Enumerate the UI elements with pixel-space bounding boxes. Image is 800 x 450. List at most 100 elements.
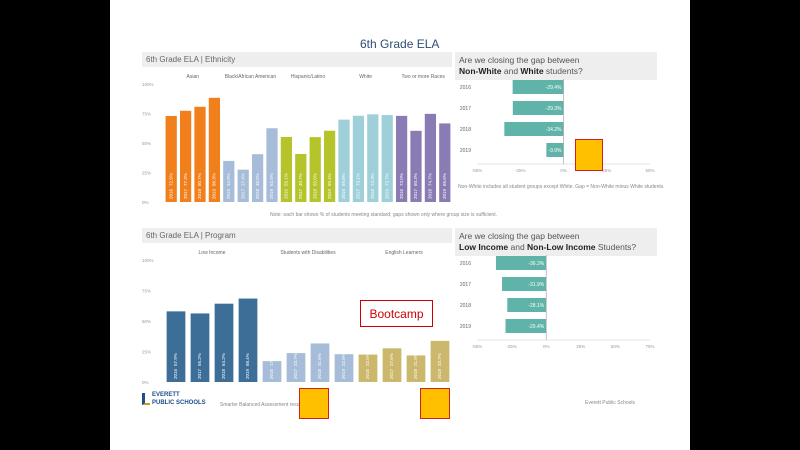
- ethnicity-gap-bar: [546, 143, 564, 157]
- ethnicity-bar: [208, 97, 221, 202]
- ethnicity-bar-year-label: 2018: [255, 188, 260, 199]
- program-group-label: Low Income: [199, 250, 226, 256]
- ethnicity-group-label: White: [359, 74, 372, 80]
- ethnicity-gap-x-tick-label: -25%: [515, 168, 526, 173]
- ethnicity-bar-value-label: 73.7%: [384, 173, 389, 186]
- ethnicity-bar-year-label: 2018: [197, 188, 202, 199]
- program-bar-year-label: 2017: [389, 368, 394, 379]
- ethnicity-bar-year-label: 2016: [168, 188, 173, 199]
- income-gap-bar-value-label: -31.9%: [528, 282, 544, 288]
- ethnicity-bar-value-label: 73.1%: [356, 173, 361, 186]
- ethnicity-y-tick-label: 25%: [142, 171, 151, 176]
- ethnicity-bar-value-label: 55.0%: [312, 173, 317, 186]
- program-bar-value-label: 31.6%: [317, 353, 322, 366]
- ethnicity-gap-x-tick-label: -50%: [472, 168, 483, 173]
- program-bar-chart: 100% 75% 50% 25% 0% 2016 57.9% 2017 56.2% 2018 64.…: [142, 250, 450, 385]
- ethnicity-gap-year-label: 2017: [460, 106, 471, 112]
- program-bar-year-label: 2017: [197, 368, 202, 379]
- program-bar-value-label: 22.5%: [365, 353, 370, 366]
- program-bar: [238, 298, 258, 382]
- program-bar-year-label: 2016: [269, 368, 274, 379]
- income-gap-year-label: 2019: [460, 324, 471, 330]
- ethnicity-bar-value-label: 69.8%: [341, 173, 346, 186]
- program-bar: [286, 353, 306, 382]
- ethnicity-bar-value-label: 40.7%: [298, 173, 303, 186]
- program-bar-value-label: 23.7%: [293, 353, 298, 366]
- ethnicity-gap-bar-value-label: -29.4%: [546, 85, 562, 91]
- program-bar: [214, 303, 234, 382]
- ethnicity-gap-bar: [512, 101, 564, 115]
- income-gap-bar: [502, 277, 547, 291]
- income-gap-bar-value-label: -36.3%: [528, 261, 544, 267]
- ethnicity-bar: [309, 137, 321, 202]
- program-panel-header: 6th Grade ELA | Program: [142, 228, 452, 243]
- ethnicity-bar: [410, 130, 422, 202]
- ethnicity-gap-x-tick-label: 50%: [645, 168, 654, 173]
- ethnicity-bar-value-label: 62.5%: [269, 173, 274, 186]
- ethnicity-y-tick-label: 50%: [142, 141, 151, 146]
- ethnicity-bar-value-label: 66.6%: [442, 173, 447, 186]
- program-bar: [406, 355, 426, 382]
- program-bar-year-label: 2018: [221, 368, 226, 379]
- ethnicity-group-label: Black/African American: [225, 74, 277, 80]
- program-bar: [382, 348, 402, 382]
- ethnicity-bar: [424, 113, 437, 202]
- income-gap-year-label: 2017: [460, 282, 471, 288]
- ethnicity-group-label: Hispanic/Latino: [291, 74, 325, 80]
- ethnicity-bar-value-label: 72.9%: [168, 173, 173, 186]
- ethnicity-bar-year-label: 2019: [269, 188, 274, 199]
- ethnicity-gap-header-line2: Non-White and White students?: [459, 66, 583, 76]
- program-bar-year-label: 2019: [245, 368, 250, 379]
- ethnicity-bar-year-label: 2017: [356, 188, 361, 199]
- program-bar: [358, 354, 378, 382]
- ethnicity-y-tick-label: 0%: [142, 200, 149, 205]
- sticky-note-overlay: [299, 388, 329, 419]
- income-gap-header-line2: Low Income and Non-Low Income Students?: [459, 242, 637, 252]
- ethnicity-bar-value-label: 27.4%: [240, 173, 245, 186]
- logo-line2: PUBLIC SCHOOLS: [152, 400, 206, 406]
- ethnicity-bar-value-label: 74.3%: [370, 173, 375, 186]
- middle-note: Note: each bar shows % of students meeti…: [270, 212, 497, 218]
- ethnicity-bar-year-label: 2019: [384, 188, 389, 199]
- slide: 6th Grade ELA 6th Grade ELA | Ethnicity …: [110, 0, 690, 450]
- program-bar-value-label: 68.4%: [245, 353, 250, 366]
- ethnicity-bar: [251, 154, 264, 202]
- ethnicity-bar-year-label: 2017: [298, 188, 303, 199]
- district-logo: EVERETT PUBLIC SCHOOLS: [142, 390, 212, 410]
- ethnicity-group-label: Two or more Races: [402, 74, 446, 80]
- bottom-right-note: Everett Public Schools: [585, 400, 636, 406]
- program-y-tick-label: 0%: [142, 380, 149, 385]
- ethnicity-panel-header: 6th Grade ELA | Ethnicity: [142, 52, 452, 67]
- ethnicity-bar: [223, 160, 235, 202]
- ethnicity-bar-value-label: 60.3%: [413, 173, 418, 186]
- ethnicity-bar: [367, 114, 379, 202]
- ethnicity-bar: [338, 119, 350, 202]
- program-y-tick-label: 25%: [142, 350, 151, 355]
- income-gap-header-line1: Are we closing the gap between: [459, 231, 580, 241]
- ethnicity-bar: [395, 115, 408, 202]
- program-bar: [190, 313, 210, 382]
- program-bar-value-label: 56.2%: [197, 353, 202, 366]
- logo-line1: EVERETT: [152, 392, 180, 398]
- ethnicity-gap-bar-value-label: -9.9%: [548, 148, 562, 154]
- ethnicity-bar-value-label: 80.7%: [197, 173, 202, 186]
- ethnicity-gap-bar: [512, 80, 564, 94]
- ethnicity-bar-value-label: 34.8%: [226, 173, 231, 186]
- ethnicity-bar-year-label: 2019: [442, 188, 447, 199]
- program-bar: [430, 340, 450, 382]
- program-bar-year-label: 2017: [293, 368, 298, 379]
- ethnicity-bar-value-label: 88.3%: [212, 173, 217, 186]
- income-gap-bar-value-label: -28.1%: [528, 303, 544, 309]
- program-y-tick-label: 100%: [142, 258, 154, 263]
- sticky-note-overlay: [575, 139, 603, 171]
- page-title: 6th Grade ELA: [360, 37, 440, 51]
- ethnicity-gap-bar: [504, 122, 564, 136]
- program-bar: [334, 354, 354, 382]
- income-gap-chart: -36.3% 2016 -31.9% 2017 -28.1% 2018 -29.4% 2019…: [460, 255, 655, 349]
- ethnicity-bar: [165, 115, 177, 202]
- ethnicity-y-tick-label: 75%: [142, 112, 151, 117]
- program-bar-year-label: 2016: [365, 368, 370, 379]
- program-group-label: Students with Disabilities: [280, 250, 336, 256]
- program-bar-value-label: 27.6%: [389, 353, 394, 366]
- ethnicity-bar-year-label: 2017: [240, 188, 245, 199]
